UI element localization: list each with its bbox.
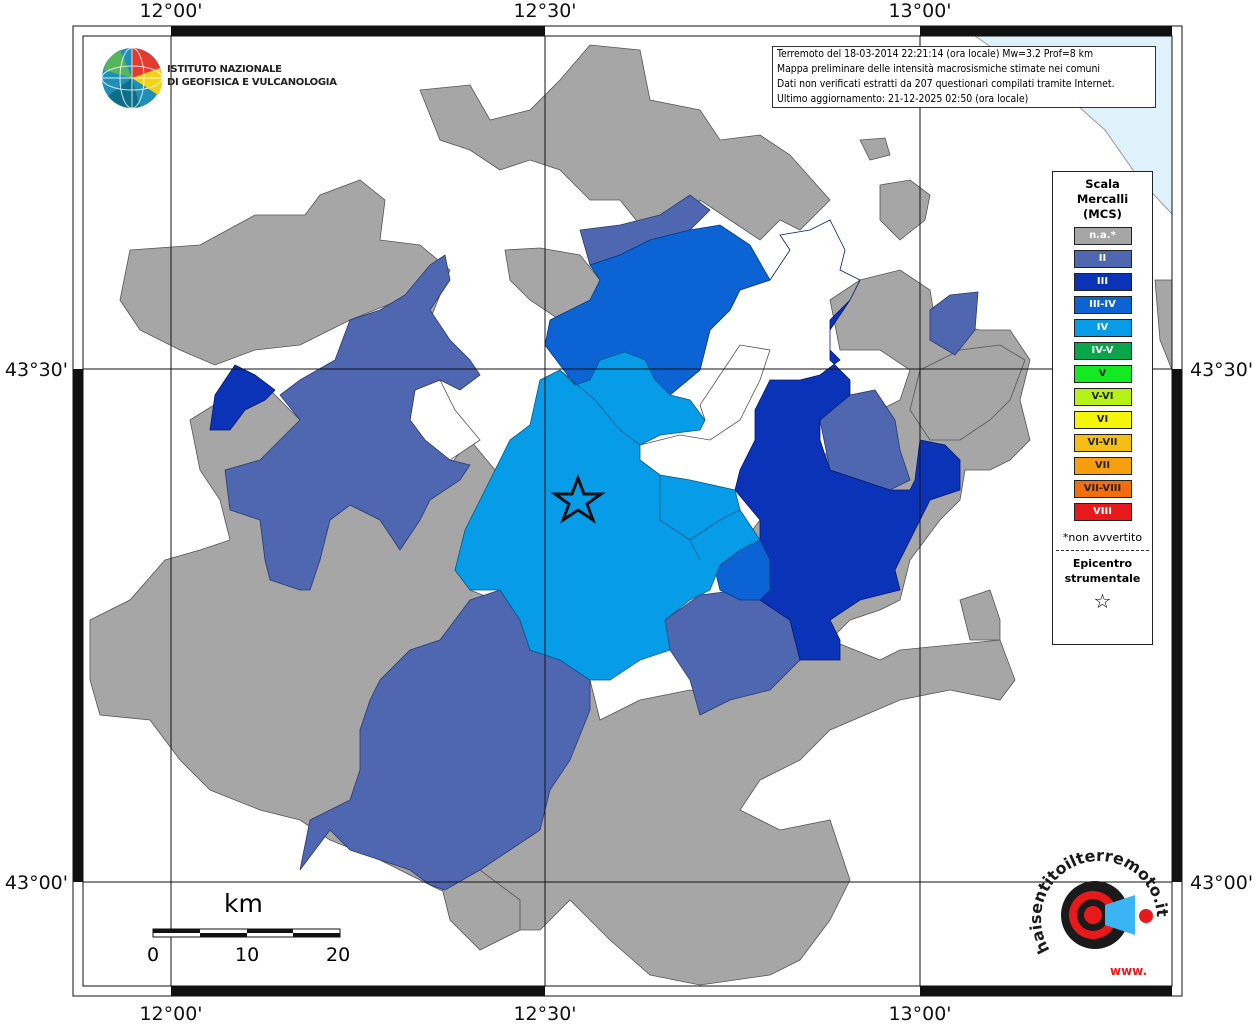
hsit-logo-url: www. bbox=[1110, 964, 1147, 978]
legend-star-icon: ☆ bbox=[1093, 589, 1112, 613]
legend-note: *non avvertito bbox=[1062, 531, 1143, 544]
scale-label-10: 10 bbox=[235, 944, 260, 966]
legend-item: VI bbox=[1073, 411, 1132, 429]
event-info-line3: Dati non verificati estratti da 207 ques… bbox=[777, 78, 1115, 90]
event-info-line4: Ultimo aggiornamento: 21-12-2025 02:50 (… bbox=[777, 93, 1029, 105]
lon-label-top-2: 12°30' bbox=[513, 0, 576, 22]
lon-label-bottom-2: 12°30' bbox=[513, 1003, 576, 1024]
legend-item: n.a.* bbox=[1073, 227, 1132, 245]
lon-label-bottom-1: 12°00' bbox=[139, 1003, 202, 1024]
scale-bar bbox=[152, 928, 341, 938]
legend-epicenter-line1: Epicentro bbox=[1072, 557, 1133, 570]
legend-item: VI-VII bbox=[1073, 434, 1132, 452]
lon-label-top-3: 13°00' bbox=[888, 0, 951, 22]
map-frame bbox=[72, 25, 1183, 997]
ingv-globe-icon bbox=[101, 47, 163, 109]
graticule bbox=[83, 36, 1172, 986]
scale-label-20: 20 bbox=[326, 944, 351, 966]
ingv-logo-text: ISTITUTO NAZIONALE DI GEOFISICA E VULCAN… bbox=[167, 63, 337, 89]
legend-item: V bbox=[1073, 365, 1132, 383]
legend-title-line1: Scala bbox=[1085, 177, 1120, 191]
legend-item: II bbox=[1073, 250, 1132, 268]
legend-items: n.a.* II III III-IV IV IV-V V V-VI VI VI-VII VII VI… bbox=[1053, 227, 1152, 521]
region-intensity-iii bbox=[209, 219, 961, 661]
ingv-logo-line1: ISTITUTO NAZIONALE bbox=[167, 64, 282, 75]
lat-label-right-2: 43°00' bbox=[1190, 872, 1253, 894]
legend-item: III-IV bbox=[1073, 296, 1132, 314]
legend-title: Scala Mercalli (MCS) bbox=[1053, 177, 1152, 222]
mcs-legend: Scala Mercalli (MCS) n.a.* II III III-IV IV I… bbox=[1052, 171, 1153, 645]
lon-label-top-1: 12°00' bbox=[139, 0, 202, 22]
legend-epicenter-line2: strumentale bbox=[1064, 572, 1141, 585]
lat-label-right-1: 43°30' bbox=[1190, 359, 1253, 381]
legend-item: VIII bbox=[1073, 503, 1132, 521]
event-info-line2: Mappa preliminare delle intensità macros… bbox=[777, 63, 1100, 75]
region-intensity-ii bbox=[224, 194, 979, 891]
scale-label-0: 0 bbox=[147, 944, 160, 966]
lon-label-bottom-3: 13°00' bbox=[888, 1003, 951, 1024]
legend-item: V-VI bbox=[1073, 388, 1132, 406]
lat-label-left-1: 43°30' bbox=[5, 359, 68, 381]
legend-item: III bbox=[1073, 273, 1132, 291]
epicenter-star-icon bbox=[550, 473, 606, 524]
event-info-line1: Terremoto del 18-03-2014 22:21:14 (ora l… bbox=[777, 48, 1094, 60]
legend-item: IV bbox=[1073, 319, 1132, 337]
municipal-borders bbox=[559, 369, 741, 561]
region-intensity-iii-iv bbox=[544, 224, 771, 601]
ingv-logo-line2: DI GEOFISICA E VULCANOLOGIA bbox=[167, 77, 337, 88]
scale-unit: km bbox=[224, 889, 263, 918]
legend-title-line3: (MCS) bbox=[1083, 207, 1122, 221]
legend-separator bbox=[1056, 550, 1149, 551]
legend-item: VII-VIII bbox=[1073, 480, 1132, 498]
legend-item: IV-V bbox=[1073, 342, 1132, 360]
legend-item: VII bbox=[1073, 457, 1132, 475]
event-info-box: Terremoto del 18-03-2014 22:21:14 (ora l… bbox=[772, 46, 1156, 108]
region-intensity-iv bbox=[454, 351, 761, 681]
lat-label-left-2: 43°00' bbox=[5, 872, 68, 894]
legend-title-line2: Mercalli bbox=[1076, 192, 1129, 206]
legend-epicenter-label: Epicentro strumentale bbox=[1053, 556, 1152, 586]
